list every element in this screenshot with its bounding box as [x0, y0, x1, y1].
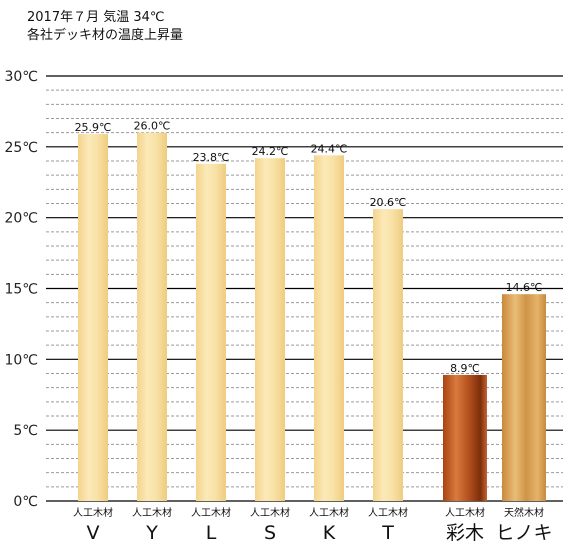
data-label: 24.4℃ [311, 142, 348, 155]
bar-V [78, 134, 108, 502]
category-label: Y [145, 522, 158, 544]
material-type-label: 人工木材 [309, 506, 349, 519]
y-tick-label: 5℃ [13, 423, 38, 439]
category-label: 彩木 [446, 522, 484, 544]
y-tick-label: 30℃ [4, 69, 38, 85]
data-label: 25.9℃ [75, 121, 112, 134]
material-type-label: 人工木材 [250, 506, 290, 519]
bar-S [255, 158, 285, 501]
data-label: 20.6℃ [370, 196, 407, 209]
material-type-label: 人工木材 [191, 506, 231, 519]
material-type-label: 人工木材 [445, 506, 485, 519]
category-label: S [264, 522, 276, 544]
y-tick-label: 10℃ [4, 352, 38, 368]
material-type-label: 天然木材 [504, 506, 544, 519]
chart-subtitle: 2017年７月 気温 34℃ [27, 10, 165, 25]
data-label: 14.6℃ [506, 281, 543, 294]
category-label: V [87, 522, 100, 544]
y-tick-label: 20℃ [4, 211, 38, 227]
bar-ヒノキ [502, 294, 546, 501]
material-type-label: 人工木材 [368, 506, 408, 519]
data-label: 26.0℃ [134, 120, 171, 133]
category-label: T [381, 522, 394, 544]
category-label: L [206, 522, 217, 544]
category-label: ヒノキ [495, 522, 552, 544]
bar-K [314, 155, 344, 502]
bar-彩木 [443, 374, 487, 501]
material-type-label: 人工木材 [132, 506, 172, 519]
y-tick-label: 0℃ [13, 494, 38, 510]
category-label: K [323, 522, 336, 544]
data-label: 23.8℃ [193, 151, 230, 164]
material-type-label: 人工木材 [73, 506, 113, 519]
y-tick-label: 25℃ [4, 140, 38, 156]
data-label: 8.9℃ [450, 362, 480, 375]
y-tick-label: 15℃ [4, 282, 38, 298]
data-label: 24.2℃ [252, 145, 289, 158]
bar-T [373, 209, 403, 501]
bar-Y [137, 132, 167, 501]
chart-title: 各社デッキ材の温度上昇量 [27, 28, 184, 43]
bar-L [196, 163, 226, 502]
